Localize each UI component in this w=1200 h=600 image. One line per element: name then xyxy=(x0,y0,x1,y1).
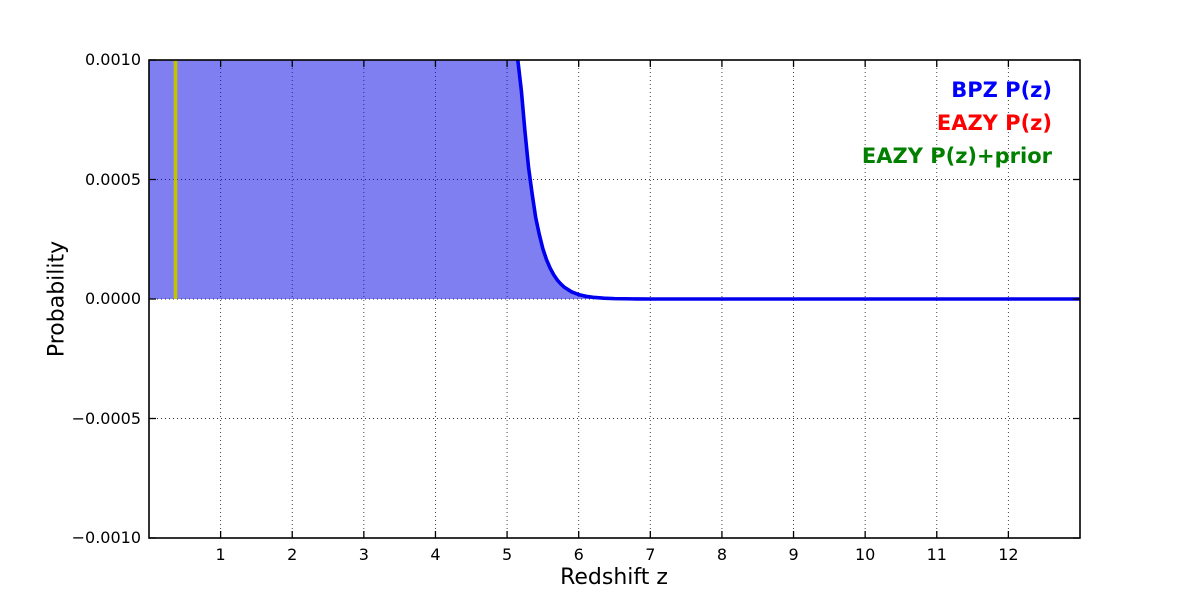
x-tick-label: 3 xyxy=(358,545,369,564)
legend: BPZ P(z) EAZY P(z) EAZY P(z)+prior xyxy=(862,74,1052,173)
x-tick-label: 11 xyxy=(926,545,947,564)
x-tick-label: 9 xyxy=(788,545,799,564)
x-tick-label: 1 xyxy=(215,545,226,564)
axes-box xyxy=(148,59,1081,539)
legend-entry-eazy: EAZY P(z) xyxy=(936,111,1052,135)
x-tick-label: 12 xyxy=(998,545,1019,564)
x-tick-label: 2 xyxy=(287,545,298,564)
x-tick-label: 10 xyxy=(854,545,876,564)
x-tick-label: 4 xyxy=(430,545,441,564)
legend-entry-bpz: BPZ P(z) xyxy=(951,78,1052,102)
y-tick-label: −0.0005 xyxy=(71,408,141,428)
bpz-fill-area xyxy=(149,60,1080,299)
y-tick-label: 0.0010 xyxy=(85,50,141,69)
y-tick-label: −0.0010 xyxy=(71,528,141,547)
x-tick-label: 5 xyxy=(501,545,513,564)
legend-entry-eazy-prior: EAZY P(z)+prior xyxy=(861,144,1052,168)
x-tick-label: 8 xyxy=(716,545,728,564)
x-tick-label: 6 xyxy=(573,545,584,564)
x-axis-label: Redshift z xyxy=(560,565,668,590)
y-tick-label: 0.0000 xyxy=(85,289,141,308)
x-tick-label: 7 xyxy=(645,545,656,564)
bpz-curve xyxy=(516,59,1080,301)
y-tick-label: 0.0005 xyxy=(85,169,141,189)
